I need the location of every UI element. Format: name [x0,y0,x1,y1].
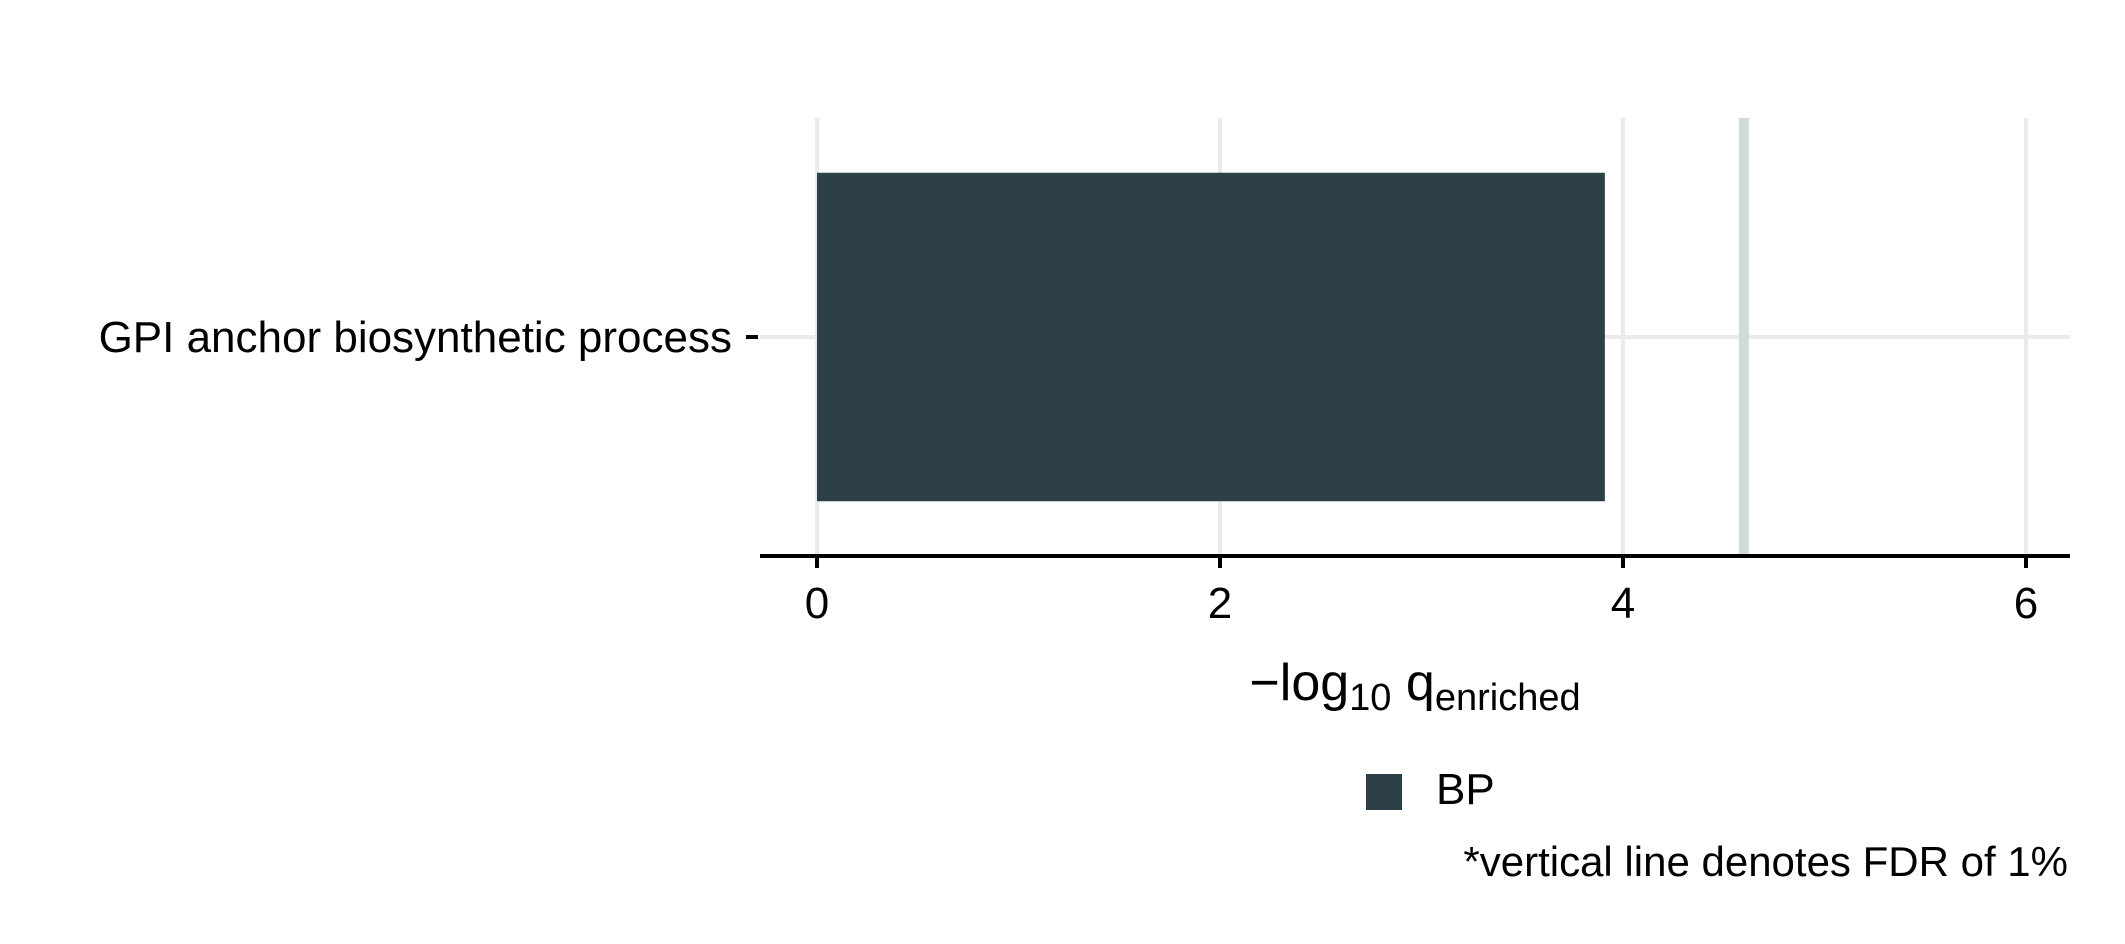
x-tick-label-0: 0 [805,579,829,628]
fdr-threshold-line [1738,118,1749,556]
x-tick-label-6: 6 [2014,579,2038,628]
x-axis-label-sub2: enriched [1435,677,1581,719]
x-axis-label-sub1: 10 [1349,677,1391,719]
x-axis-label: −log10 qenriched [1249,654,1580,719]
footnote: *vertical line denotes FDR of 1% [1463,838,2068,885]
legend-label-bp: BP [1436,765,1495,814]
x-axis-label-mid: q [1391,654,1434,712]
y-tick-label-0: GPI anchor biosynthetic process [99,313,732,362]
bar-layer [817,172,1605,502]
bar-bp-0 [817,172,1605,502]
x-tick-label-4: 4 [1611,579,1635,628]
legend-swatch-bp [1366,774,1402,810]
threshold-layer [1738,118,1749,556]
x-tick-label-2: 2 [1208,579,1232,628]
x-axis-label-prefix: −log [1249,654,1349,712]
x-axis: 0 2 4 6 [760,554,2070,628]
legend: BP [1366,765,1495,814]
y-axis: GPI anchor biosynthetic process [99,313,758,362]
